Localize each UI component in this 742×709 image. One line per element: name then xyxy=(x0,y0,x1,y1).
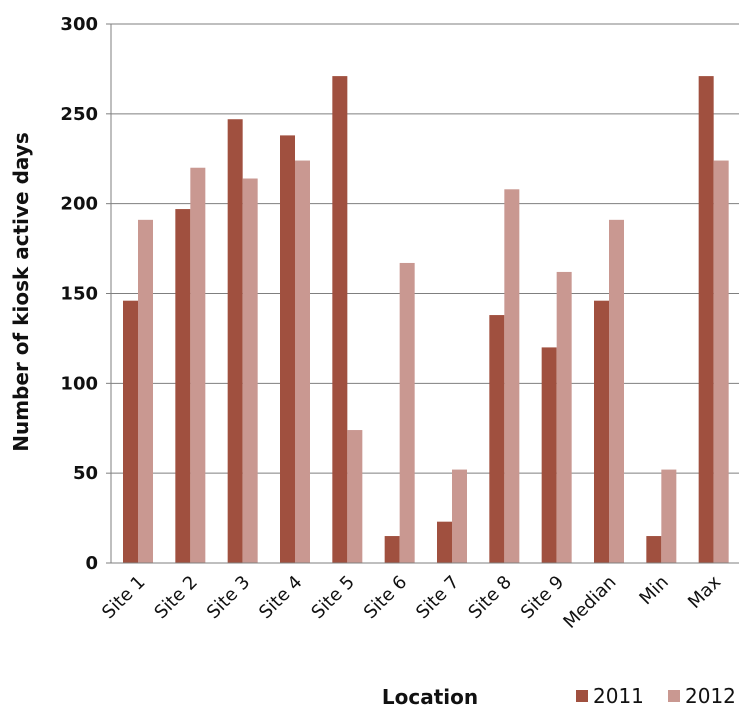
bar-2012-min xyxy=(661,469,677,563)
x-tick-labels: Site 1 Site 2 Site 3 Site 4 Site 5 Site 6 Site… xyxy=(98,571,725,632)
bar-2012-site-6 xyxy=(399,262,415,563)
x-tick-label-site-2: Site 2 xyxy=(150,572,201,623)
x-tick-label-median: Median xyxy=(559,572,620,633)
bar-2011-median xyxy=(594,300,609,563)
x-tick-label-site-5: Site 5 xyxy=(307,572,358,623)
bar-2011-site-8 xyxy=(489,315,505,563)
y-tick-label-200: 200 xyxy=(60,194,98,215)
legend-swatch-2011 xyxy=(576,690,588,702)
y-tick-label-100: 100 xyxy=(60,373,98,394)
x-tick-label-min: Min xyxy=(635,572,672,609)
bar-2011-site-3 xyxy=(227,119,243,564)
y-tick-label-300: 300 xyxy=(60,14,98,35)
bar-2011-site-4 xyxy=(280,135,295,564)
bar-2012-site-1 xyxy=(138,219,153,563)
bar-2011-site-9 xyxy=(541,347,557,563)
y-tick-label-0: 0 xyxy=(85,553,98,574)
bar-2011-min xyxy=(646,536,662,563)
bars xyxy=(123,76,729,564)
bar-2012-median xyxy=(609,219,624,563)
axes xyxy=(106,23,739,564)
y-tick-label-150: 150 xyxy=(60,284,98,305)
x-axis-title: Location xyxy=(382,685,478,709)
x-tick-label-site-9: Site 9 xyxy=(517,572,568,623)
bar-2012-site-3 xyxy=(242,178,258,563)
bar-2012-site-9 xyxy=(556,271,572,563)
bar-2011-site-7 xyxy=(437,521,452,563)
y-tick-label-250: 250 xyxy=(60,104,98,125)
bar-2011-site-1 xyxy=(123,300,138,563)
bar-2011-site-5 xyxy=(332,76,348,563)
bar-2012-max xyxy=(713,160,729,563)
x-tick-label-site-1: Site 1 xyxy=(98,572,149,623)
bar-2011-max xyxy=(698,76,714,563)
x-tick-label-max: Max xyxy=(684,571,725,612)
bar-2011-site-2 xyxy=(175,209,191,563)
y-tick-label-50: 50 xyxy=(73,463,98,484)
legend: 2011 2012 xyxy=(576,684,736,708)
bar-2012-site-4 xyxy=(295,160,310,563)
x-tick-label-site-8: Site 8 xyxy=(464,572,515,623)
legend-label-2012: 2012 xyxy=(685,684,736,708)
y-tick-labels: 0 50 100 150 200 250 300 xyxy=(60,14,98,574)
bar-2012-site-2 xyxy=(190,167,206,563)
bar-2012-site-8 xyxy=(504,189,520,563)
legend-swatch-2012 xyxy=(668,690,680,702)
gridlines xyxy=(111,23,739,474)
x-tick-label-site-3: Site 3 xyxy=(203,572,254,623)
x-tick-label-site-6: Site 6 xyxy=(360,572,411,623)
bar-2012-site-5 xyxy=(347,430,363,563)
x-tick-label-site-4: Site 4 xyxy=(255,572,306,623)
y-axis-title: Number of kiosk active days xyxy=(9,132,33,451)
x-tick-label-site-7: Site 7 xyxy=(412,572,463,623)
bar-2011-site-6 xyxy=(384,536,400,563)
bar-2012-site-7 xyxy=(452,469,467,563)
legend-label-2011: 2011 xyxy=(593,684,644,708)
